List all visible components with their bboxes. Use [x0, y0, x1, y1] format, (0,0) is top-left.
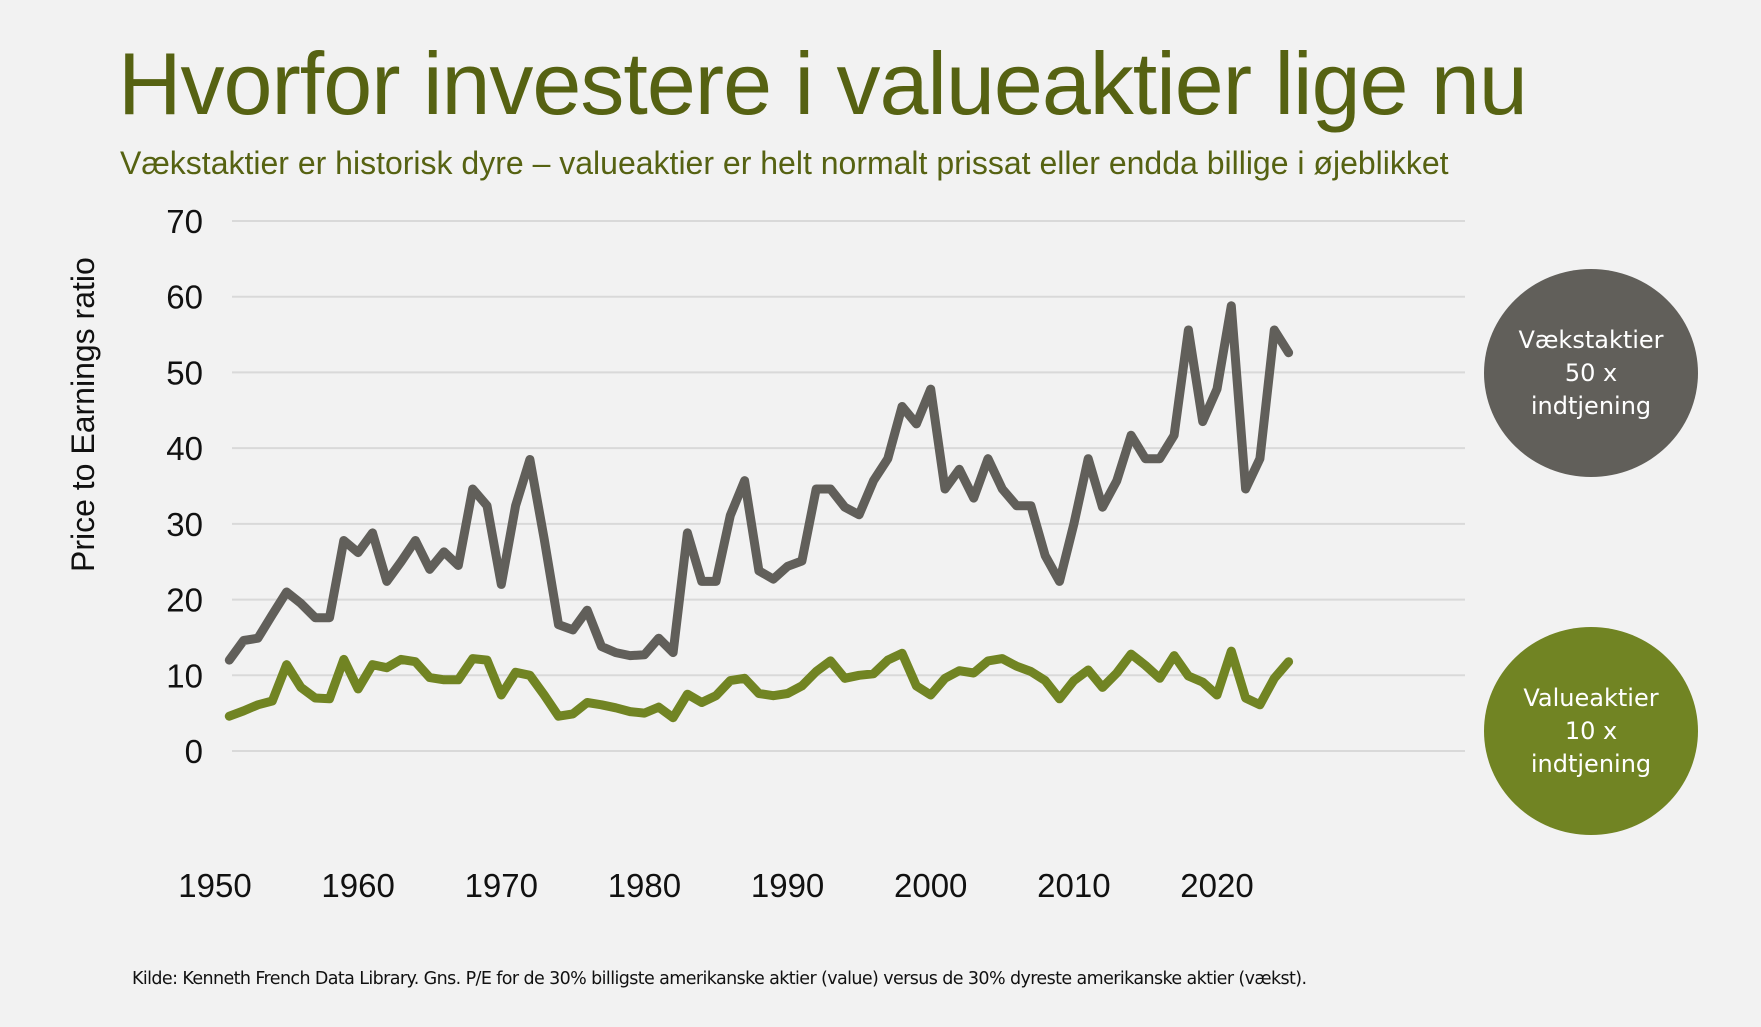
x-tick-label: 2020 — [1180, 867, 1253, 904]
y-tick-label: 30 — [166, 506, 203, 543]
y-tick-label: 60 — [166, 279, 203, 316]
source-note: Kilde: Kenneth French Data Library. Gns.… — [132, 969, 1307, 989]
series-value — [224, 646, 1294, 723]
page-title: Hvorfor investere i valueaktier lige nu — [118, 34, 1528, 133]
callout-growth-line1: Vækstaktier — [1518, 325, 1664, 354]
x-tick-label: 1970 — [465, 867, 538, 904]
callout-growth: Vækstaktier 50 x indtjening — [1484, 269, 1698, 477]
x-tick-label: 1960 — [321, 867, 394, 904]
y-tick-label: 40 — [166, 430, 203, 467]
x-tick-label: 2010 — [1037, 867, 1110, 904]
series-lines — [224, 301, 1294, 723]
x-tick-label: 2000 — [894, 867, 967, 904]
x-tick-labels: 1950 1960 1970 1980 1990 2000 2010 2020 — [178, 867, 1253, 904]
y-tick-label: 10 — [166, 657, 203, 694]
y-tick-label: 0 — [185, 733, 203, 770]
y-tick-label: 20 — [166, 582, 203, 619]
series-line — [224, 646, 1294, 723]
callout-value-line2: 10 x — [1564, 716, 1618, 745]
page-subtitle: Vækstaktier er historisk dyre – valueakt… — [120, 145, 1449, 181]
x-tick-label: 1990 — [751, 867, 824, 904]
x-tick-label: 1980 — [608, 867, 681, 904]
series-growth — [224, 301, 1294, 665]
gridlines — [232, 220, 1465, 752]
callout-growth-line2: 50 x — [1564, 358, 1618, 387]
x-tick-label: 1950 — [178, 867, 251, 904]
y-tick-labels: 0 10 20 30 40 50 60 70 — [166, 203, 203, 770]
y-tick-label: 70 — [166, 203, 203, 240]
callout-growth-line3: indtjening — [1530, 391, 1652, 420]
callout-value-line3: indtjening — [1530, 749, 1652, 778]
callout-value-line1: Valueaktier — [1523, 683, 1659, 712]
callout-value: Valueaktier 10 x indtjening — [1484, 627, 1698, 835]
series-line — [224, 301, 1294, 665]
y-tick-label: 50 — [166, 354, 203, 391]
